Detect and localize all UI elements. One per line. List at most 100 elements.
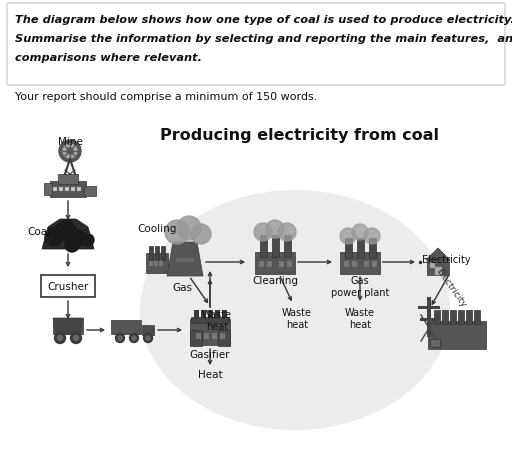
Circle shape (65, 238, 79, 252)
Text: Heat: Heat (198, 370, 222, 380)
Bar (154, 260, 158, 266)
Bar (220, 333, 224, 339)
Bar (222, 310, 226, 318)
Text: Waste
heat: Waste heat (345, 308, 375, 329)
Bar (53, 318, 83, 334)
Text: Gasifier: Gasifier (190, 350, 230, 360)
Circle shape (116, 334, 124, 343)
Text: Summarise the information by selecting and reporting the main features,  and mak: Summarise the information by selecting a… (15, 34, 512, 44)
Circle shape (130, 334, 139, 343)
Bar (356, 238, 364, 258)
Bar (259, 261, 264, 267)
Bar (111, 320, 141, 334)
Bar (41, 275, 95, 297)
Bar (159, 260, 163, 266)
Bar (427, 297, 431, 337)
Bar (364, 261, 369, 267)
Text: Cooling: Cooling (137, 224, 177, 234)
Bar (59, 187, 63, 191)
Bar (203, 333, 208, 339)
Bar (190, 330, 202, 346)
Bar (344, 261, 349, 267)
Circle shape (45, 228, 63, 246)
Text: Electricity: Electricity (434, 267, 468, 309)
Bar (71, 187, 75, 191)
Bar (442, 310, 448, 324)
Circle shape (57, 336, 62, 340)
Bar (450, 310, 456, 324)
Circle shape (70, 230, 86, 246)
Bar (340, 252, 380, 274)
Bar (207, 310, 212, 318)
Bar (287, 261, 291, 267)
Circle shape (165, 220, 189, 244)
Text: Waste
heat: Waste heat (202, 310, 232, 332)
Text: Mine: Mine (57, 137, 82, 147)
Text: Electricity: Electricity (422, 255, 471, 265)
Bar (44, 183, 52, 195)
Bar (418, 306, 440, 308)
Bar (352, 261, 356, 267)
Bar (435, 267, 441, 275)
Polygon shape (42, 219, 94, 249)
Bar (420, 317, 438, 320)
Polygon shape (167, 242, 203, 276)
Bar (149, 246, 153, 260)
Circle shape (82, 234, 94, 246)
Bar (194, 310, 199, 318)
Circle shape (63, 144, 77, 158)
Bar (53, 187, 57, 191)
Circle shape (254, 223, 272, 241)
Circle shape (118, 336, 122, 340)
Bar (161, 246, 165, 260)
FancyBboxPatch shape (7, 3, 505, 85)
Bar (279, 261, 284, 267)
Bar (218, 330, 230, 346)
Bar (345, 238, 352, 258)
Text: comparisons where relevant.: comparisons where relevant. (15, 53, 202, 63)
Bar (430, 339, 440, 347)
Bar (428, 321, 486, 349)
Circle shape (54, 333, 66, 344)
Bar (58, 174, 78, 184)
Bar (146, 253, 168, 273)
Bar (50, 181, 86, 197)
Bar (255, 252, 295, 274)
Circle shape (67, 148, 73, 154)
Bar (372, 261, 376, 267)
Bar (267, 261, 271, 267)
Bar (84, 186, 96, 196)
Bar (369, 238, 375, 258)
Circle shape (352, 224, 368, 240)
Bar (430, 262, 435, 268)
Bar (215, 310, 220, 318)
Circle shape (71, 333, 81, 344)
Bar (284, 235, 290, 257)
Bar (466, 310, 472, 324)
Circle shape (266, 220, 284, 238)
Bar (458, 310, 464, 324)
Text: The diagram below shows how one type of coal is used to produce electricity.: The diagram below shows how one type of … (15, 15, 512, 25)
Circle shape (191, 224, 211, 244)
Text: Cleaning: Cleaning (252, 276, 298, 286)
Circle shape (143, 334, 153, 343)
Bar (260, 235, 267, 257)
Bar (77, 187, 81, 191)
Bar (211, 333, 217, 339)
Text: Gas: Gas (172, 283, 192, 293)
Polygon shape (143, 325, 154, 328)
Bar (142, 325, 154, 335)
Text: Your report should comprise a minimum of 150 words.: Your report should comprise a minimum of… (15, 92, 317, 102)
Bar (155, 246, 159, 260)
Circle shape (74, 336, 78, 340)
Polygon shape (53, 318, 83, 334)
Text: Gas
power plant: Gas power plant (331, 276, 389, 298)
Polygon shape (426, 248, 450, 260)
Circle shape (132, 336, 136, 340)
Circle shape (59, 140, 81, 162)
Circle shape (364, 228, 380, 244)
Text: Coal: Coal (27, 227, 50, 237)
Circle shape (146, 336, 150, 340)
Bar (191, 317, 229, 323)
Circle shape (340, 228, 356, 244)
